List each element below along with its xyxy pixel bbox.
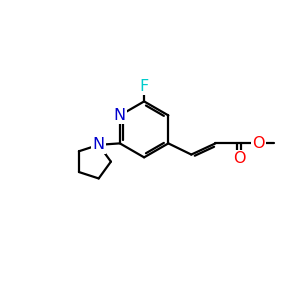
- Text: N: N: [93, 137, 105, 152]
- Text: F: F: [140, 79, 149, 94]
- Text: O: O: [252, 136, 264, 151]
- Text: N: N: [114, 108, 126, 123]
- Text: O: O: [233, 151, 245, 166]
